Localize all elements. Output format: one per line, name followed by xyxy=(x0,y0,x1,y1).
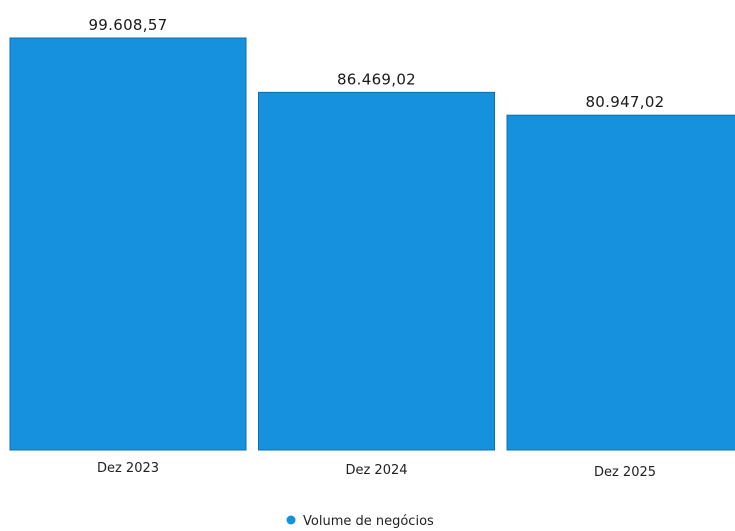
bar-1[interactable] xyxy=(9,37,247,451)
legend[interactable]: Volume de negócios xyxy=(286,514,435,529)
data-label-3: 80.947,02 xyxy=(585,93,664,111)
x-tick-label-3: Dez 2025 xyxy=(594,465,656,480)
bar-3[interactable] xyxy=(506,114,735,451)
bar-2[interactable] xyxy=(258,91,495,451)
value-labels-group: 99.608,57 86.469,02 80.947,02 xyxy=(88,16,664,111)
x-axis-ticks: Dez 2023 Dez 2024 Dez 2025 xyxy=(97,461,656,480)
x-tick-label-2: Dez 2024 xyxy=(345,463,407,478)
legend-label-volume: Volume de negócios xyxy=(303,514,434,529)
x-tick-label-1: Dez 2023 xyxy=(97,461,159,476)
bars-group xyxy=(9,37,735,451)
legend-swatch-volume xyxy=(286,515,296,525)
data-label-1: 99.608,57 xyxy=(88,16,167,34)
data-label-2: 86.469,02 xyxy=(337,70,416,88)
